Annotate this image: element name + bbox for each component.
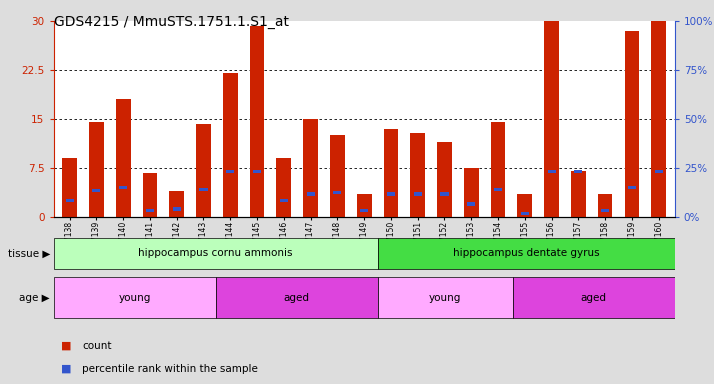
FancyBboxPatch shape bbox=[54, 238, 378, 269]
FancyBboxPatch shape bbox=[513, 277, 675, 318]
Bar bbox=[66, 199, 74, 202]
Bar bbox=[651, 21, 666, 217]
Text: aged: aged bbox=[580, 293, 607, 303]
Bar bbox=[383, 129, 398, 217]
Bar bbox=[119, 186, 127, 189]
Bar bbox=[333, 190, 341, 194]
Bar bbox=[655, 170, 663, 173]
Bar bbox=[223, 73, 238, 217]
Text: age ▶: age ▶ bbox=[19, 293, 50, 303]
Bar bbox=[280, 199, 288, 202]
Bar bbox=[330, 136, 345, 217]
Text: young: young bbox=[119, 293, 151, 303]
Text: hippocampus dentate gyrus: hippocampus dentate gyrus bbox=[453, 248, 600, 258]
Bar bbox=[62, 158, 77, 217]
Bar bbox=[360, 209, 368, 212]
Text: young: young bbox=[429, 293, 461, 303]
Bar bbox=[548, 170, 555, 173]
Bar bbox=[467, 202, 476, 205]
Bar bbox=[303, 119, 318, 217]
Text: hippocampus cornu ammonis: hippocampus cornu ammonis bbox=[139, 248, 293, 258]
Bar bbox=[521, 212, 529, 215]
Bar bbox=[601, 209, 609, 212]
Bar bbox=[169, 191, 184, 217]
FancyBboxPatch shape bbox=[216, 277, 378, 318]
Text: GDS4215 / MmuSTS.1751.1.S1_at: GDS4215 / MmuSTS.1751.1.S1_at bbox=[54, 15, 288, 29]
Bar bbox=[441, 192, 448, 196]
Bar bbox=[387, 192, 395, 196]
Bar bbox=[116, 99, 131, 217]
Bar bbox=[574, 170, 583, 173]
FancyBboxPatch shape bbox=[378, 277, 513, 318]
Bar bbox=[92, 189, 101, 192]
Bar bbox=[571, 171, 585, 217]
Text: percentile rank within the sample: percentile rank within the sample bbox=[82, 364, 258, 374]
Bar bbox=[625, 31, 639, 217]
Bar bbox=[357, 194, 371, 217]
Bar bbox=[464, 168, 478, 217]
Bar bbox=[413, 192, 422, 196]
Bar bbox=[411, 133, 425, 217]
Bar bbox=[253, 170, 261, 173]
Bar bbox=[173, 207, 181, 211]
Bar bbox=[199, 188, 208, 191]
FancyBboxPatch shape bbox=[54, 277, 216, 318]
Bar bbox=[250, 26, 264, 217]
Bar bbox=[518, 194, 532, 217]
Bar bbox=[276, 158, 291, 217]
Bar bbox=[491, 122, 506, 217]
FancyBboxPatch shape bbox=[378, 238, 675, 269]
Bar bbox=[143, 172, 157, 217]
Bar bbox=[494, 188, 502, 191]
Bar bbox=[89, 122, 104, 217]
Bar bbox=[544, 21, 559, 217]
Bar bbox=[598, 194, 613, 217]
Text: count: count bbox=[82, 341, 111, 351]
Bar bbox=[628, 186, 636, 189]
Bar bbox=[437, 142, 452, 217]
Text: ■: ■ bbox=[61, 364, 71, 374]
Text: tissue ▶: tissue ▶ bbox=[8, 248, 50, 258]
Bar bbox=[146, 209, 154, 212]
Bar bbox=[226, 170, 234, 173]
Bar bbox=[196, 124, 211, 217]
Text: aged: aged bbox=[283, 293, 310, 303]
Text: ■: ■ bbox=[61, 341, 71, 351]
Bar bbox=[306, 192, 315, 196]
